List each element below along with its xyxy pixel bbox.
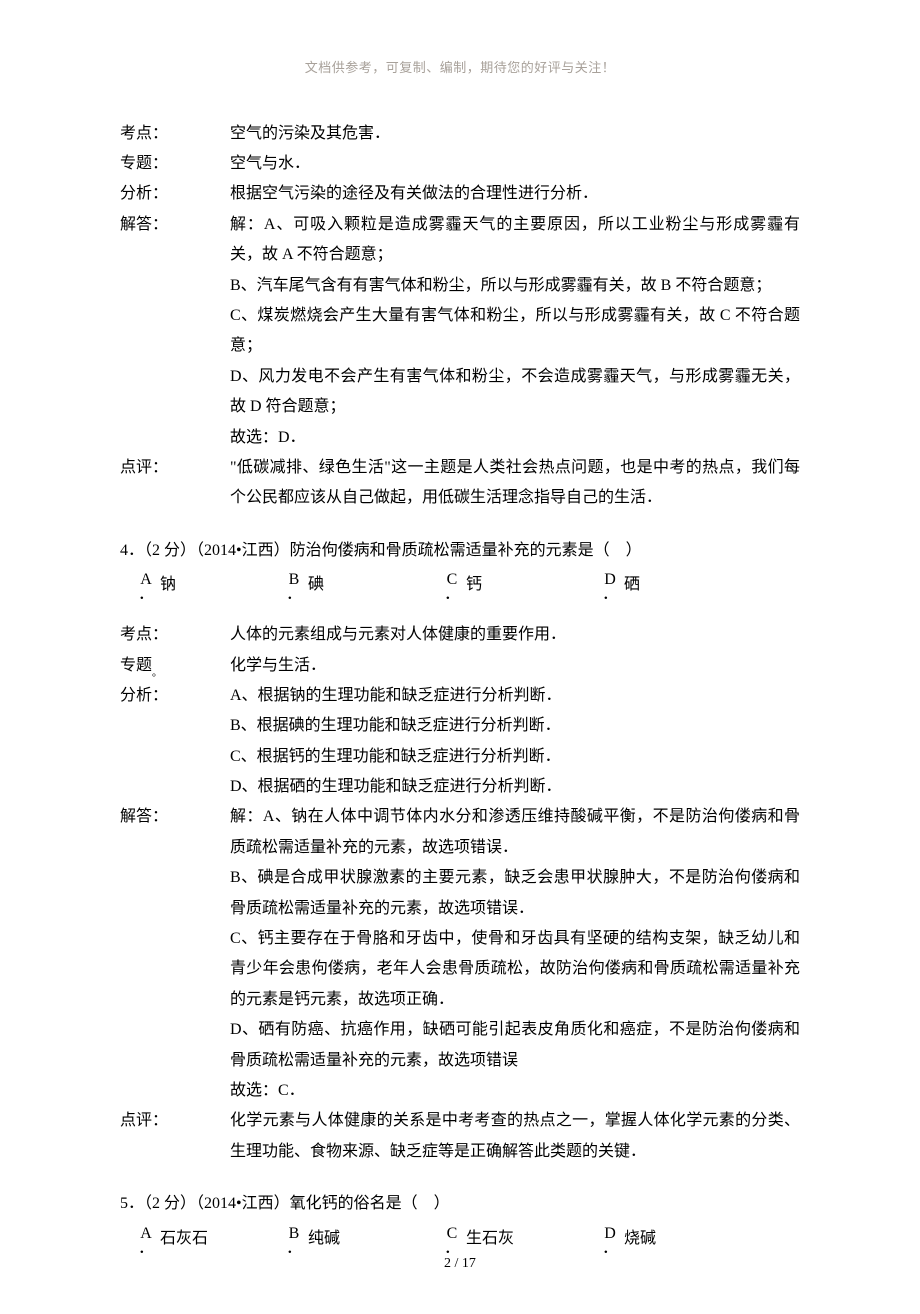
option-d: D． 硒 [598,570,738,602]
row-content: A、根据钠的生理功能和缺乏症进行分析判断． B、根据碘的生理功能和缺乏症进行分析… [230,681,800,803]
q3-kaodian-row: 考点： 空气的污染及其危害． [120,119,800,149]
option-letter: C． [440,570,464,602]
option-text: 硒 [622,570,640,600]
q4-options: A． 钠 B． 碘 C． 钙 D． 硒 [120,570,800,602]
analysis-line: A、根据钠的生理功能和缺乏症进行分析判断． [230,681,800,711]
answer-line: D、风力发电不会产生有害气体和粉尘，不会造成雾霾天气，与形成雾霾无关，故 D 符… [230,362,800,423]
answer-line: 故选：C． [230,1076,800,1106]
row-content: 空气与水． [230,149,800,179]
row-label: 分析： [120,179,230,209]
row-content: 空气的污染及其危害． [230,119,800,149]
answer-line: D、硒有防癌、抗癌作用，缺硒可能引起表皮角质化和癌症，不是防治佝偻病和骨质疏松需… [230,1015,800,1076]
q3-zhuanti-row: 专题： 空气与水． [120,149,800,179]
option-b: B． 碘 [282,570,440,602]
page-footer: 2 / 17 [0,1251,920,1278]
row-label: 考点： [120,119,230,149]
q4-zhuanti-row: 专题。 化学与生活． [120,651,800,681]
row-content: 化学元素与人体健康的关系是中考考查的热点之一，掌握人体化学元素的分类、生理功能、… [230,1106,800,1167]
row-label: 解答： [120,210,230,240]
row-content: 人体的元素组成与元素对人体健康的重要作用． [230,620,800,650]
option-text: 钙 [464,570,482,600]
option-c: C． 钙 [440,570,598,602]
answer-line: B、碘是合成甲状腺激素的主要元素，缺乏会患甲状腺肿大，不是防治佝偻病和骨质疏松需… [230,863,800,924]
analysis-line: C、根据钙的生理功能和缺乏症进行分析判断． [230,742,800,772]
row-label: 专题。 [120,651,230,681]
q4-fenxi-row: 分析： A、根据钠的生理功能和缺乏症进行分析判断． B、根据碘的生理功能和缺乏症… [120,681,800,803]
q4-block: 考点： 人体的元素组成与元素对人体健康的重要作用． 专题。 化学与生活． 分析：… [120,620,800,1167]
row-label: 专题： [120,149,230,179]
option-text: 纯碱 [306,1224,340,1254]
q3-dianping-row: 点评： "低碳减排、绿色生活"这一主题是人类社会热点问题，也是中考的热点，我们每… [120,453,800,514]
option-text: 钠 [158,570,176,600]
row-content: 根据空气污染的途径及有关做法的合理性进行分析． [230,179,800,209]
option-letter: B． [282,570,306,602]
q4-stem: 4．（2 分）（2014•江西）防治佝偻病和骨质疏松需适量补充的元素是（ ） [120,536,800,566]
q4-dianping-row: 点评： 化学元素与人体健康的关系是中考考查的热点之一，掌握人体化学元素的分类、生… [120,1106,800,1167]
option-text: 碘 [306,570,324,600]
row-content: 化学与生活． [230,651,800,681]
row-content: 解：A、钠在人体中调节体内水分和渗透压维持酸碱平衡，不是防治佝偻病和骨质疏松需适… [230,802,800,1106]
row-content: 解：A、可吸入颗粒是造成雾霾天气的主要原因，所以工业粉尘与形成雾霾有关，故 A … [230,210,800,453]
option-letter: D． [598,570,622,602]
option-letter: A． [134,570,158,602]
answer-line: 解：A、钠在人体中调节体内水分和渗透压维持酸碱平衡，不是防治佝偻病和骨质疏松需适… [230,802,800,863]
analysis-line: D、根据硒的生理功能和缺乏症进行分析判断． [230,772,800,802]
q4-kaodian-row: 考点： 人体的元素组成与元素对人体健康的重要作用． [120,620,800,650]
answer-line: 解：A、可吸入颗粒是造成雾霾天气的主要原因，所以工业粉尘与形成雾霾有关，故 A … [230,210,800,271]
q3-jieda-row: 解答： 解：A、可吸入颗粒是造成雾霾天气的主要原因，所以工业粉尘与形成雾霾有关，… [120,210,800,453]
row-label: 分析： [120,681,230,711]
q3-block: 考点： 空气的污染及其危害． 专题： 空气与水． 分析： 根据空气污染的途径及有… [120,119,800,514]
answer-line: C、钙主要存在于骨胳和牙齿中，使骨和牙齿具有坚硬的结构支架，缺乏幼儿和青少年会患… [230,924,800,1015]
row-label: 点评： [120,1106,230,1136]
answer-line: B、汽车尾气含有有害气体和粉尘，所以与形成雾霾有关，故 B 不符合题意； [230,271,800,301]
page: 文档供参考，可复制、编制，期待您的好评与关注！ 考点： 空气的污染及其危害． 专… [0,0,920,1314]
option-text: 石灰石 [158,1224,208,1254]
sub-mark: 。 [152,664,162,683]
q4-jieda-row: 解答： 解：A、钠在人体中调节体内水分和渗透压维持酸碱平衡，不是防治佝偻病和骨质… [120,802,800,1106]
option-a: A． 钠 [134,570,282,602]
row-label: 点评： [120,453,230,483]
q3-fenxi-row: 分析： 根据空气污染的途径及有关做法的合理性进行分析． [120,179,800,209]
option-text: 生石灰 [464,1224,514,1254]
analysis-line: B、根据碘的生理功能和缺乏症进行分析判断． [230,711,800,741]
page-header: 文档供参考，可复制、编制，期待您的好评与关注！ [120,56,800,81]
q5-stem: 5．（2 分）（2014•江西）氧化钙的俗名是（ ） [120,1189,800,1219]
row-label: 考点： [120,620,230,650]
row-label: 解答： [120,802,230,832]
answer-line: 故选：D． [230,423,800,453]
row-content: "低碳减排、绿色生活"这一主题是人类社会热点问题，也是中考的热点，我们每个公民都… [230,453,800,514]
answer-line: C、煤炭燃烧会产生大量有害气体和粉尘，所以与形成雾霾有关，故 C 不符合题意； [230,301,800,362]
option-text: 烧碱 [622,1224,656,1254]
